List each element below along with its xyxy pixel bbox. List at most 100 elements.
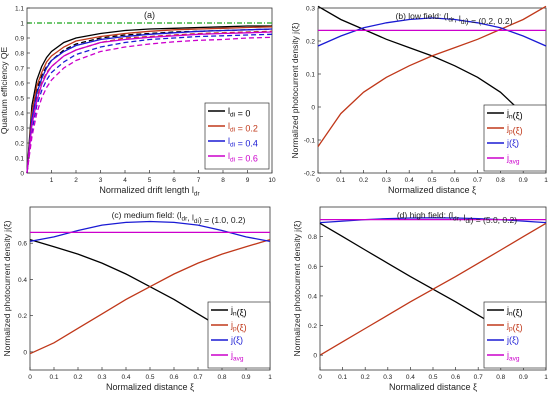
legend: jn(ξ)jp(ξ)j(ξ)javg <box>483 104 547 172</box>
y-axis-label: Normalized photocurrent density j(ξ) <box>2 220 12 356</box>
x-tick-label: 0.4 <box>405 177 414 184</box>
text-span: (ξ) <box>513 126 523 136</box>
text-span: j <box>506 108 509 118</box>
series-line-7 <box>26 31 273 174</box>
legend-entry: jp(ξ) <box>506 123 523 136</box>
legend-entry: jp(ξ) <box>230 320 247 333</box>
series-line-1 <box>319 222 547 356</box>
text-span: j <box>506 320 509 330</box>
text-span: = 0 <box>235 109 250 119</box>
x-tick-label: 6 <box>172 177 176 184</box>
text-span: j <box>506 305 509 315</box>
subscript-text: di <box>230 142 235 149</box>
x-tick-label: 1 <box>50 177 54 184</box>
y-axis-label: Normalized photocurrent density j(ξ) <box>292 220 302 356</box>
y-tick-label: 0.6 <box>18 241 27 248</box>
x-tick-label: 0.1 <box>336 177 345 184</box>
x-tick-label: 0.9 <box>519 374 528 381</box>
legend-entry: jp(ξ) <box>506 320 523 333</box>
legend-box <box>207 301 271 369</box>
x-tick-label: 0.4 <box>121 374 130 381</box>
x-tick-label: 0.5 <box>428 374 437 381</box>
x-tick-label: 1 <box>268 374 272 381</box>
text-span: (ξ) <box>237 323 247 333</box>
y-tick-label: 1.1 <box>15 6 24 13</box>
text-span: (b) low field: (l <box>396 11 449 21</box>
x-tick-label: 0.4 <box>406 374 415 381</box>
y-tick-label: 0.1 <box>306 72 315 79</box>
text-span: (c) medium field: (l <box>112 210 182 220</box>
text-span: l <box>228 121 230 131</box>
x-tick-label: 9 <box>246 177 250 184</box>
legend-box <box>204 102 270 170</box>
x-tick-label: 0.9 <box>519 177 528 184</box>
subscript-text: n <box>509 114 513 121</box>
chart-b: 0 0.1 0.2 0.3 0.4 0.5 0.6 0.7 0.8 0.9 1 -0.2 -0.1 0 0.… <box>290 6 548 196</box>
series-line-3 <box>26 26 273 174</box>
legend-entry: jn(ξ) <box>506 305 523 318</box>
subscript-text: dr <box>182 216 189 223</box>
text-span: (d) high field: (l <box>397 210 453 220</box>
y-tick-label: 1 <box>20 21 24 28</box>
x-tick-label: 7 <box>197 177 201 184</box>
subscript-text: n <box>233 311 237 318</box>
chart-title: (d) high field: (ldr, ldi) = (5.0, 0.2) <box>397 210 517 225</box>
subscript-text: avg <box>233 356 244 363</box>
series-line-5 <box>26 28 273 174</box>
legend-entry: ldi = 0 <box>228 106 250 119</box>
y-tick-label: 0.6 <box>15 81 24 88</box>
y-tick-label: -0.1 <box>304 138 316 145</box>
text-span: j <box>506 153 509 163</box>
y-tick-label: 0.8 <box>308 234 317 241</box>
text-span: (ξ) <box>237 308 247 318</box>
legend-entry: ldi = 0.2 <box>228 121 258 134</box>
text-span: (ξ) <box>513 323 523 333</box>
series-line-8 <box>26 36 273 174</box>
x-tick-label: 0.6 <box>169 374 178 381</box>
y-tick-label: 0 <box>20 171 24 178</box>
y-tick-label: -0.2 <box>304 171 316 178</box>
text-span: ) = (5.0, 0.2) <box>471 215 518 225</box>
legend-box <box>483 104 547 172</box>
text-span: , l <box>459 213 466 223</box>
subscript-text: p <box>509 129 513 136</box>
subscript-text: di <box>194 218 199 225</box>
chart-d: 0 0.1 0.2 0.3 0.4 0.5 0.6 0.7 0.8 0.9 1 0 0.2 0.4 0.6 0… <box>292 206 548 392</box>
x-tick-label: 0.3 <box>383 374 392 381</box>
y-tick-label: 0.4 <box>15 111 24 118</box>
x-tick-label: 0.8 <box>217 374 226 381</box>
text-span: (ξ) <box>513 308 523 318</box>
x-axis-label: Normalized distance ξ <box>389 382 477 392</box>
x-tick-label: 0.8 <box>496 177 505 184</box>
x-tick-label: 1 <box>544 177 548 184</box>
subscript-text: avg <box>509 356 520 363</box>
chart-title: (a) <box>144 10 155 20</box>
subscript-text: dr <box>453 216 460 223</box>
chart-c: 0 0.1 0.2 0.3 0.4 0.5 0.6 0.7 0.8 0.9 100.20.40.6N… <box>2 206 272 392</box>
text-span: = 0.4 <box>235 139 258 149</box>
legend-entry: jn(ξ) <box>506 108 523 121</box>
x-tick-label: 0 <box>318 374 322 381</box>
legend-entry: j(ξ) <box>506 138 519 148</box>
x-tick-label: 0.2 <box>73 374 82 381</box>
x-tick-label: 0.3 <box>382 177 391 184</box>
y-tick-label: 0.2 <box>18 313 27 320</box>
y-axis-label: Quantum efficiency QE <box>0 47 9 135</box>
subscript-text: avg <box>509 159 520 166</box>
y-tick-label: 0.2 <box>306 39 315 46</box>
y-tick-label: 0.6 <box>308 264 317 271</box>
text-span: j(ξ) <box>506 138 519 148</box>
legend-entry: j(ξ) <box>230 335 243 345</box>
x-tick-label: 3 <box>99 177 103 184</box>
legend-entry: javg <box>506 153 520 166</box>
text-span: Normalized drift length l <box>99 185 194 195</box>
x-tick-label: 0 <box>28 374 32 381</box>
subscript-text: p <box>509 326 513 333</box>
x-tick-label: 0.5 <box>427 177 436 184</box>
text-span: ) = (1.0, 0.2) <box>199 215 246 225</box>
subscript-text: p <box>233 326 237 333</box>
x-tick-label: 0.7 <box>473 177 482 184</box>
subscript-text: di <box>461 19 466 26</box>
legend-box <box>483 301 547 369</box>
y-tick-label: 0.7 <box>15 66 24 73</box>
